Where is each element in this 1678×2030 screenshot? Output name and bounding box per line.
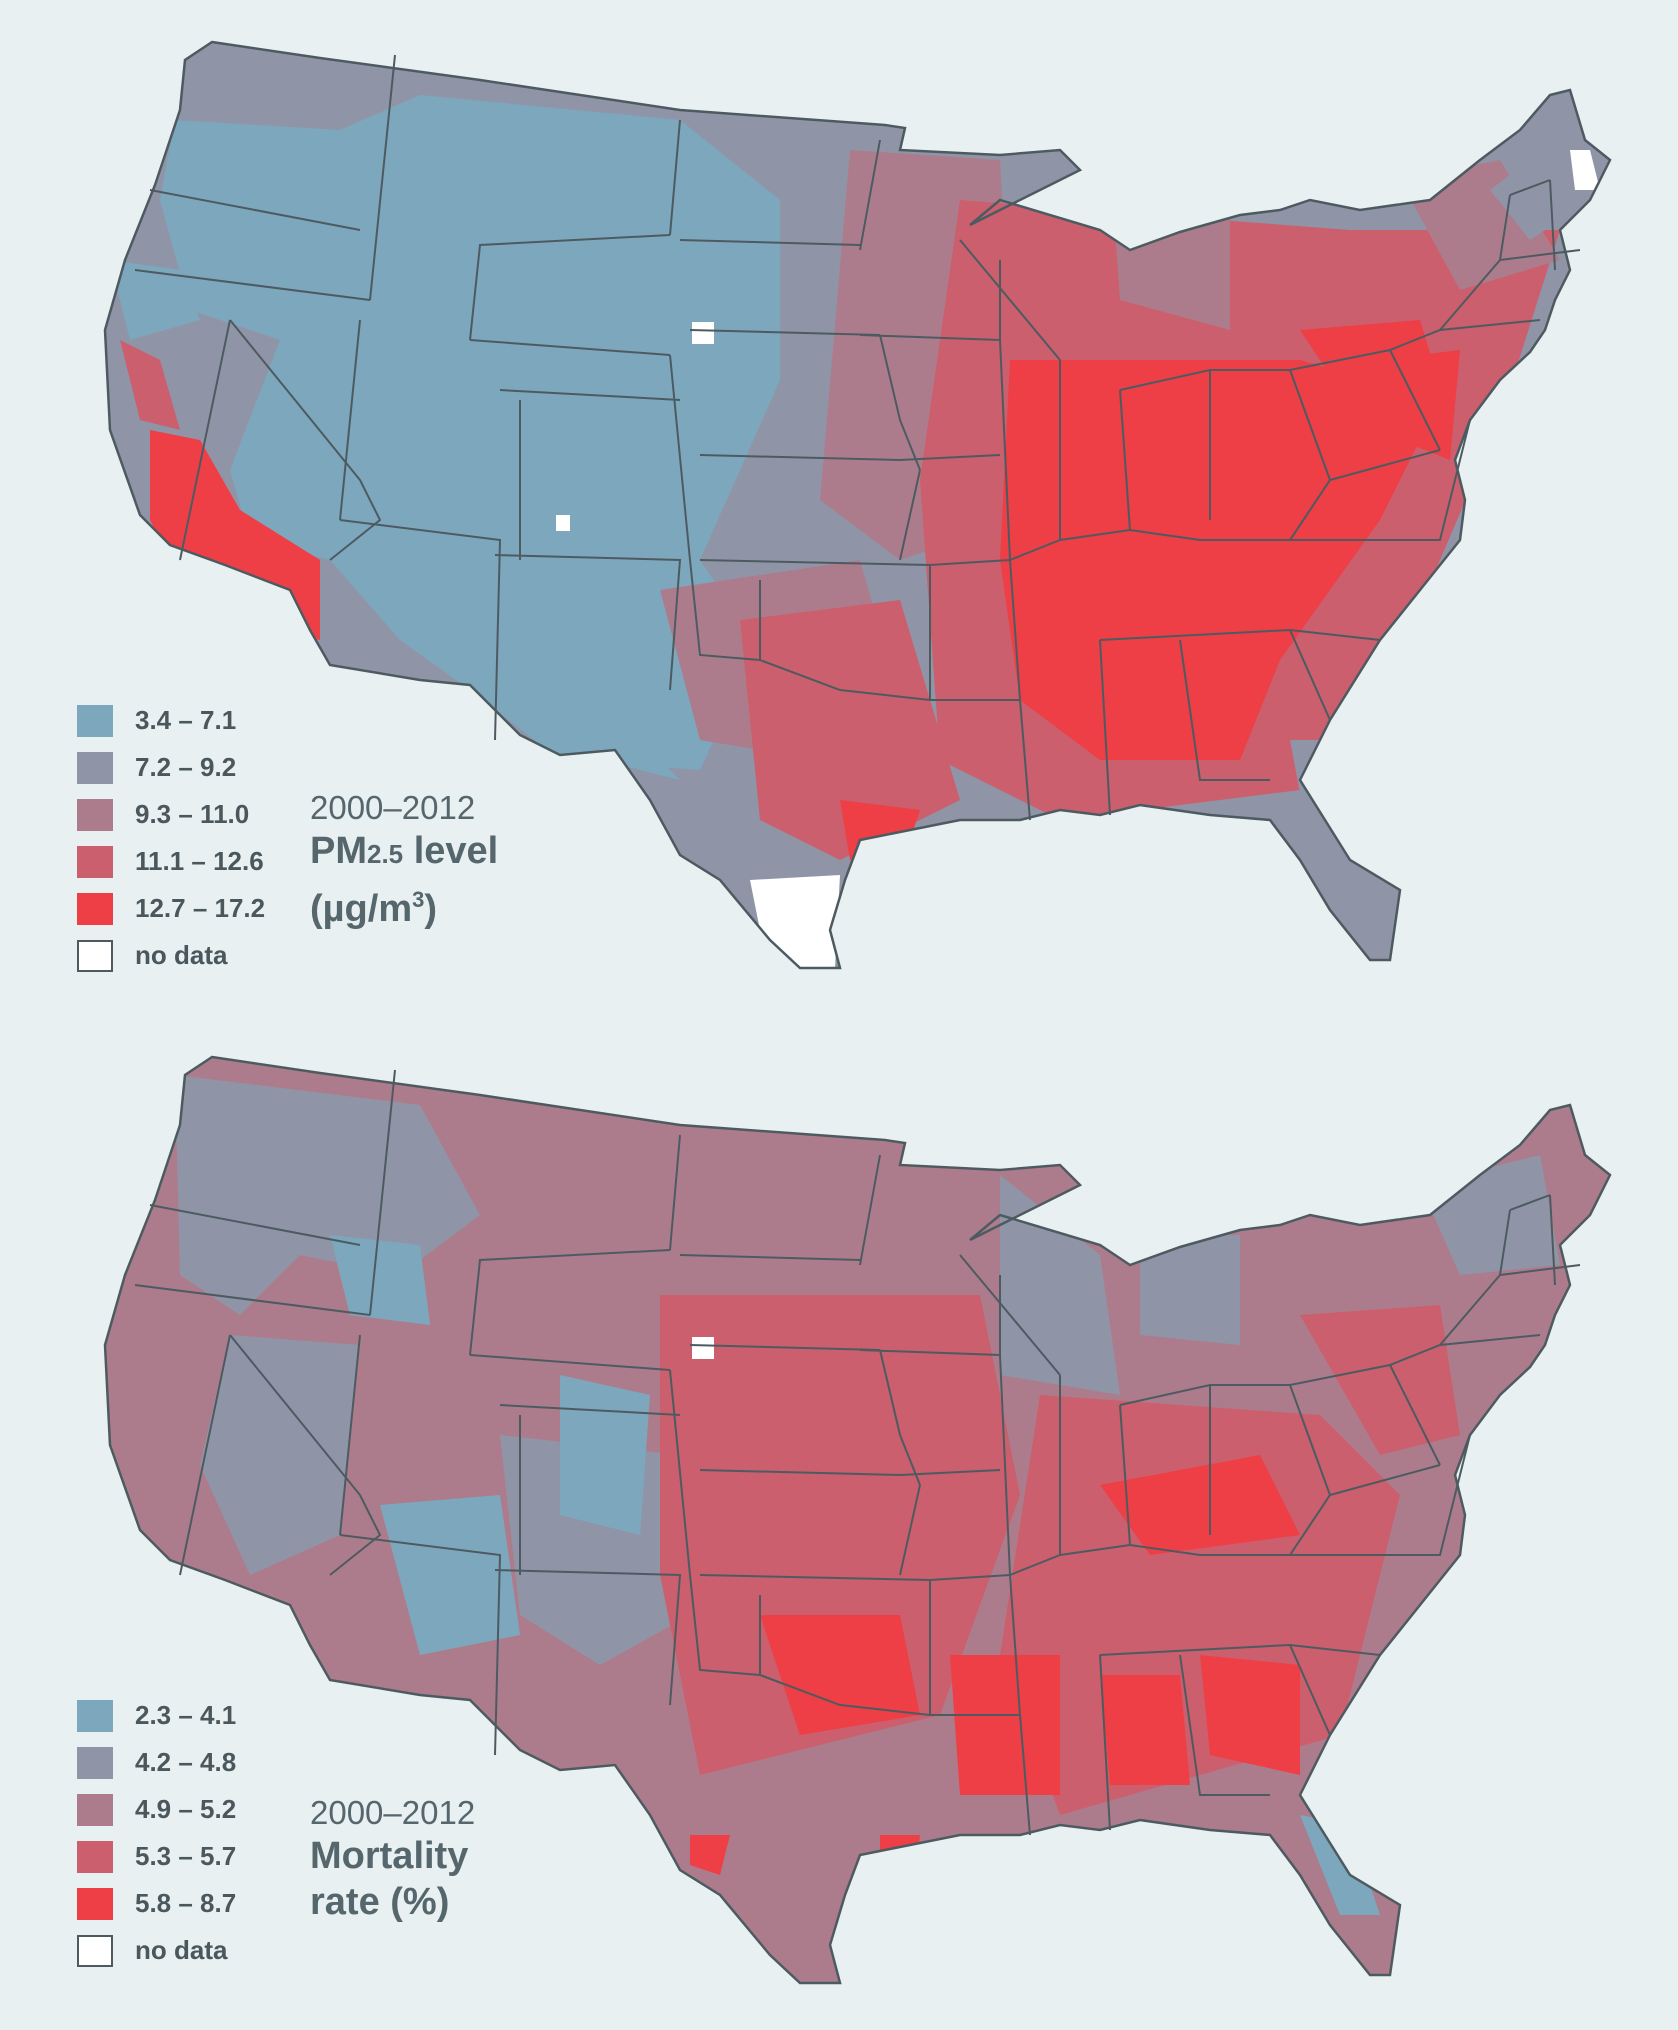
legend-label: 4.2 – 4.8: [135, 1747, 237, 1777]
pm25-measure-line1: PM2.5 level: [310, 830, 499, 872]
legend-swatch: [77, 892, 113, 925]
legend-label: 2.3 – 4.1: [135, 1700, 237, 1730]
pm25-us-outline: [103, 40, 1612, 970]
mortality-legend: 2.3 – 4.1 4.2 – 4.8 4.9 – 5.2 5.3 – 5.7 …: [77, 1692, 236, 1974]
mortality-measure-line2: rate (%): [310, 1881, 450, 1923]
legend-label: 7.2 – 9.2: [135, 752, 237, 782]
legend-label: 11.1 – 12.6: [135, 846, 264, 876]
legend-label: 9.3 – 11.0: [135, 799, 250, 829]
legend-label: 4.9 – 5.2: [135, 1794, 237, 1824]
legend-swatch-no-data: [77, 939, 113, 972]
pm25-legend-item: 12.7 – 17.2: [77, 885, 265, 932]
legend-swatch: [77, 1887, 113, 1920]
pm25-legend-item: 9.3 – 11.0: [77, 791, 265, 838]
pm25-legend-item: 7.2 – 9.2: [77, 744, 265, 791]
legend-swatch: [77, 798, 113, 831]
legend-swatch: [77, 704, 113, 737]
legend-swatch: [77, 1746, 113, 1779]
mortality-state-borders: [134, 1069, 1581, 1836]
mortality-measure-line1: Mortality: [310, 1835, 469, 1877]
legend-label: no data: [135, 1935, 228, 1965]
mortality-county-fill: [105, 1057, 1610, 1983]
legend-label: no data: [135, 940, 228, 970]
pm25-legend-item: 11.1 – 12.6: [77, 838, 265, 885]
legend-label: 5.8 – 8.7: [135, 1888, 237, 1918]
legend-swatch: [77, 1793, 113, 1826]
legend-swatch: [77, 1699, 113, 1732]
pm25-legend-item: 3.4 – 7.1: [77, 697, 265, 744]
pm25-title-block: 2000–2012 PM2.5 level (µg/m3): [310, 788, 498, 932]
mortality-legend-item: 2.3 – 4.1: [77, 1692, 236, 1739]
pm25-state-borders: [134, 54, 1581, 821]
pm25-measure-line2: (µg/m3): [310, 887, 438, 930]
pm25-period: 2000–2012: [310, 789, 476, 826]
legend-label: 12.7 – 17.2: [135, 893, 266, 923]
mortality-legend-item: no data: [77, 1927, 236, 1974]
mortality-us-county-map: [103, 1055, 1612, 1985]
mortality-legend-item: 5.8 – 8.7: [77, 1880, 236, 1927]
mortality-legend-item: 4.2 – 4.8: [77, 1739, 236, 1786]
legend-swatch: [77, 845, 113, 878]
mortality-us-outline: [103, 1055, 1612, 1985]
mortality-legend-item: 4.9 – 5.2: [77, 1786, 236, 1833]
legend-swatch: [77, 1840, 113, 1873]
legend-swatch: [77, 751, 113, 784]
mortality-title-block: 2000–2012 Mortality rate (%): [310, 1793, 475, 1925]
legend-swatch-no-data: [77, 1934, 113, 1967]
pm25-us-county-map: [103, 40, 1612, 970]
mortality-period: 2000–2012: [310, 1794, 476, 1831]
legend-label: 5.3 – 5.7: [135, 1841, 237, 1871]
mortality-legend-item: 5.3 – 5.7: [77, 1833, 236, 1880]
mortality-map-panel: 2.3 – 4.1 4.2 – 4.8 4.9 – 5.2 5.3 – 5.7 …: [0, 1015, 1678, 2030]
pm25-legend: 3.4 – 7.1 7.2 – 9.2 9.3 – 11.0 11.1 – 12…: [77, 697, 265, 979]
pm25-legend-item: no data: [77, 932, 265, 979]
pm25-map-panel: 3.4 – 7.1 7.2 – 9.2 9.3 – 11.0 11.1 – 12…: [77, 40, 1612, 979]
legend-label: 3.4 – 7.1: [135, 705, 237, 735]
